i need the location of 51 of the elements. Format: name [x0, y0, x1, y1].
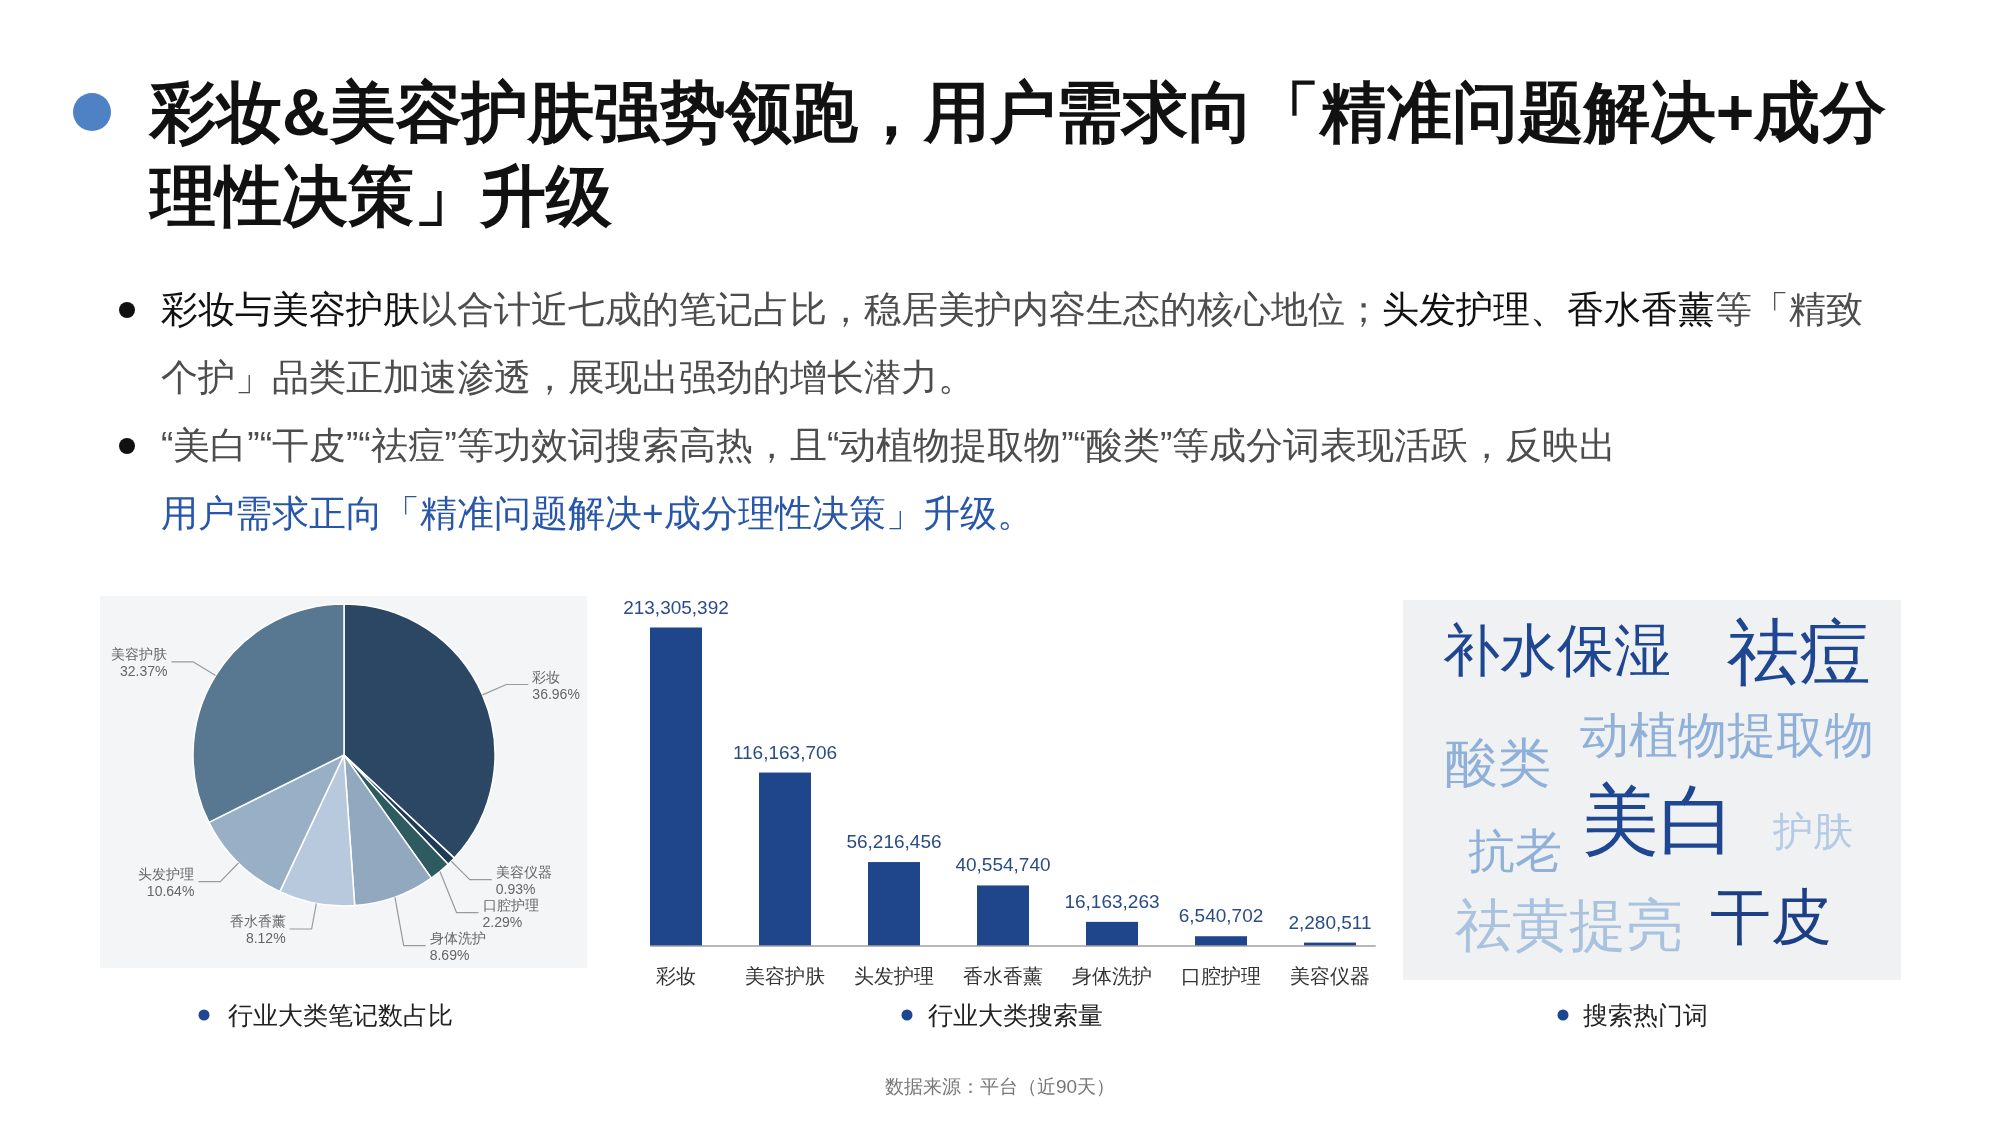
text: 彩妆&美容护肤强势领跑，用户需求向「精准问题解决+成分理性决策」升级 [150, 74, 1888, 235]
bar [1195, 936, 1247, 946]
data-label: 6,540,702 [1178, 905, 1264, 927]
x-tick-label: 香水香薰 [963, 965, 1043, 987]
text: 补水保湿 [1443, 618, 1671, 682]
text: 抗老 [1468, 823, 1562, 877]
slice-label: 香水香薰 [229, 913, 286, 930]
bar [977, 885, 1029, 946]
data-label: 10.64% [146, 882, 195, 899]
bar [868, 862, 920, 946]
slice-label: 身体洗护 [429, 929, 486, 946]
data-label: 16,163,263 [1064, 890, 1160, 912]
text: 用户需求正向「精准问题解决+成分理性决策」升级。 [161, 492, 1035, 536]
slice-label: 美容仪器 [495, 863, 552, 880]
data-label: 32.37% [119, 662, 168, 679]
text: 祛黄提亮 [1455, 893, 1683, 957]
bar [759, 772, 811, 946]
text: 彩妆与美容护肤以合计近七成的笔记占比，稳居美护内容生态的核心地位；头发护理、香水香薰等「精致个护」品类正加速渗透，展现出强劲的增长潜力。 [161, 289, 1863, 398]
x-tick-label: 口腔护理 [1181, 965, 1261, 987]
slice-label: 美容护肤 [111, 645, 168, 662]
text: 行业大类搜索量 [928, 1001, 1103, 1029]
bar [650, 627, 702, 946]
text: 祛痘 [1727, 612, 1871, 692]
data-label: 56,216,456 [846, 831, 942, 853]
text: “美白”“干皮”“祛痘”等功效词搜索高热，且“动植物提取物”“酸类”等成分词表现活跃，反映出 [161, 424, 1618, 468]
x-tick-label: 美容护肤 [745, 965, 825, 987]
text: 动植物提取物 [1580, 708, 1874, 762]
slice-label: 口腔护理 [482, 896, 539, 913]
data-label: 2.29% [482, 913, 523, 930]
slice-label: 彩妆 [532, 668, 561, 685]
x-tick-label: 美容仪器 [1290, 965, 1370, 987]
data-label: 0.93% [495, 880, 536, 897]
text: 美白 [1582, 777, 1736, 863]
data-label: 116,163,706 [732, 741, 838, 763]
text: 酸类 [1445, 732, 1551, 792]
text: 行业大类笔记数占比 [228, 1001, 453, 1029]
data-label: 213,305,392 [623, 596, 729, 618]
data-label: 2,280,511 [1288, 911, 1372, 933]
text: 搜索热门词 [1583, 1001, 1708, 1029]
data-label: 40,554,740 [955, 854, 1051, 876]
x-tick-label: 彩妆 [656, 965, 696, 987]
bar [1086, 921, 1138, 946]
data-label: 8.12% [245, 930, 286, 947]
data-label: 8.69% [429, 946, 470, 963]
text: 干皮 [1710, 883, 1832, 951]
source-note: 数据来源：平台（近90天） [884, 1075, 1116, 1097]
slice-label: 头发护理 [138, 865, 195, 882]
data-label: 36.96% [532, 685, 580, 702]
x-tick-label: 头发护理 [854, 965, 934, 987]
text: 护肤 [1772, 809, 1853, 853]
x-tick-label: 身体洗护 [1072, 965, 1152, 987]
